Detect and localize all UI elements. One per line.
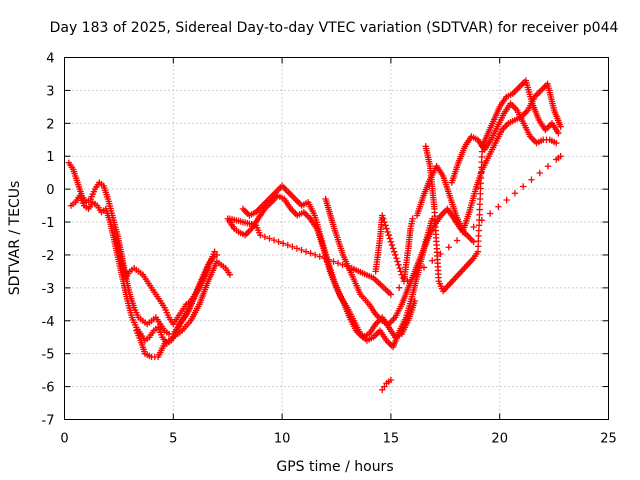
x-tick-labels: 0 5 10 15 20 25 — [60, 432, 616, 447]
plot-frame — [64, 57, 609, 420]
y-tick-label: -5 — [42, 348, 55, 363]
data-point — [555, 129, 562, 137]
data-point — [284, 241, 291, 249]
data-points — [65, 77, 564, 394]
y-tick-label: 0 — [46, 183, 54, 198]
data-point — [394, 258, 401, 265]
data-point — [380, 215, 387, 222]
data-point — [213, 251, 221, 259]
data-point — [387, 291, 395, 298]
tick-marks — [64, 57, 609, 420]
data-point — [553, 139, 560, 147]
y-tick-label: -1 — [42, 216, 55, 231]
data-point — [381, 218, 388, 226]
data-point — [470, 223, 477, 231]
data-point — [462, 230, 469, 237]
data-point — [330, 258, 337, 265]
data-point — [316, 253, 323, 260]
data-point — [204, 264, 212, 272]
y-tick-label: -7 — [42, 414, 55, 429]
data-point — [293, 245, 301, 252]
data-point — [321, 255, 328, 262]
data-point — [409, 215, 416, 222]
y-tick-label: -4 — [42, 315, 55, 330]
data-point — [557, 153, 564, 160]
data-point — [261, 233, 269, 241]
data-point — [486, 210, 494, 217]
y-tick-label: -2 — [42, 249, 55, 264]
data-point — [387, 238, 395, 245]
data-point — [275, 238, 282, 245]
data-point — [412, 271, 419, 278]
data-point — [387, 376, 395, 384]
data-point — [383, 225, 390, 232]
y-tick-label: -6 — [42, 381, 55, 396]
y-tick-labels: -7 -6 -5 -4 -3 -2 -1 0 1 2 3 4 — [42, 52, 55, 429]
chart-title: Day 183 of 2025, Sidereal Day-to-day VTE… — [50, 20, 619, 36]
data-point — [392, 251, 399, 259]
data-point — [511, 190, 519, 197]
data-point — [381, 383, 388, 390]
data-point — [378, 386, 386, 394]
data-point — [557, 123, 564, 130]
x-tick-label: 10 — [274, 432, 291, 447]
data-point — [389, 245, 397, 252]
data-point — [339, 261, 346, 269]
data-point — [386, 235, 394, 242]
y-tick-label: 3 — [46, 84, 54, 99]
data-point — [396, 264, 403, 272]
data-point — [445, 244, 452, 251]
y-tick-label: 1 — [46, 150, 54, 165]
data-point — [420, 264, 428, 271]
data-point — [270, 236, 278, 244]
data-point — [395, 261, 402, 269]
x-tick-label: 15 — [383, 432, 400, 447]
data-point — [334, 259, 342, 267]
data-point — [343, 263, 351, 270]
data-point — [453, 237, 461, 244]
y-tick-label: 4 — [46, 52, 54, 67]
data-point — [302, 248, 310, 255]
data-point — [393, 255, 400, 262]
data-point — [536, 169, 543, 177]
data-point — [311, 251, 319, 259]
data-point — [390, 248, 398, 255]
data-point — [384, 228, 391, 236]
data-point — [495, 203, 502, 210]
data-point — [544, 163, 552, 170]
data-point — [289, 243, 296, 250]
data-point — [470, 238, 477, 245]
data-point — [385, 232, 392, 239]
data-point — [257, 232, 264, 239]
data-point — [503, 196, 510, 204]
data-point — [325, 256, 333, 264]
data-point — [226, 271, 234, 278]
x-tick-label: 25 — [600, 432, 617, 447]
data-point — [528, 176, 535, 183]
data-point — [429, 257, 436, 264]
data-point — [395, 284, 403, 291]
data-point — [382, 222, 389, 229]
x-axis-label: GPS time / hours — [276, 459, 393, 475]
data-point — [437, 250, 444, 258]
data-point — [266, 235, 273, 242]
data-point — [378, 212, 386, 219]
data-point — [478, 217, 486, 224]
y-axis-label: SDTVAR / TECUs — [7, 181, 23, 296]
x-tick-label: 5 — [169, 432, 177, 447]
y-tick-label: -3 — [42, 282, 55, 297]
data-point — [211, 248, 218, 255]
data-point — [520, 183, 527, 190]
y-tick-label: 2 — [46, 117, 54, 132]
data-point — [404, 277, 411, 285]
data-point — [298, 246, 305, 254]
x-tick-label: 20 — [491, 432, 508, 447]
data-point — [307, 250, 314, 257]
data-point — [388, 241, 396, 249]
data-point — [279, 240, 287, 247]
x-tick-label: 0 — [60, 432, 68, 447]
